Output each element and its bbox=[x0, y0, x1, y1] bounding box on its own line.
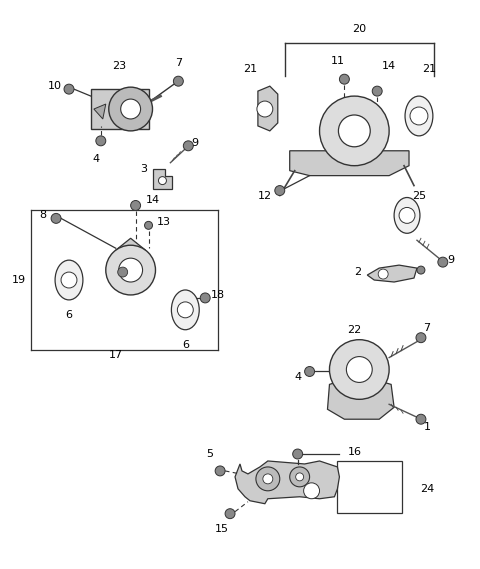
Ellipse shape bbox=[171, 290, 199, 330]
Circle shape bbox=[120, 99, 141, 119]
Circle shape bbox=[305, 366, 314, 377]
Circle shape bbox=[178, 302, 193, 318]
Text: 7: 7 bbox=[175, 58, 182, 68]
Text: 14: 14 bbox=[145, 196, 159, 205]
Text: 13: 13 bbox=[156, 217, 170, 228]
Circle shape bbox=[372, 86, 382, 96]
Circle shape bbox=[131, 200, 141, 211]
Text: 4: 4 bbox=[294, 373, 301, 382]
Circle shape bbox=[339, 74, 349, 84]
Circle shape bbox=[329, 340, 389, 399]
Circle shape bbox=[417, 266, 425, 274]
Text: 10: 10 bbox=[48, 81, 62, 91]
Text: 21: 21 bbox=[422, 64, 436, 74]
Circle shape bbox=[256, 467, 280, 491]
Text: 3: 3 bbox=[140, 164, 147, 174]
Circle shape bbox=[257, 101, 273, 117]
Text: 25: 25 bbox=[412, 191, 426, 200]
Circle shape bbox=[225, 509, 235, 518]
Text: 21: 21 bbox=[243, 64, 257, 74]
Ellipse shape bbox=[55, 260, 83, 300]
Polygon shape bbox=[290, 151, 409, 176]
Circle shape bbox=[183, 141, 193, 151]
Text: 24: 24 bbox=[420, 484, 434, 494]
Polygon shape bbox=[327, 380, 394, 419]
Text: 6: 6 bbox=[65, 310, 72, 320]
Text: 18: 18 bbox=[211, 290, 225, 300]
Text: 16: 16 bbox=[348, 447, 361, 457]
Text: 2: 2 bbox=[354, 267, 361, 277]
Circle shape bbox=[410, 107, 428, 125]
Bar bbox=[337, 461, 402, 513]
Text: 9: 9 bbox=[447, 255, 455, 265]
Circle shape bbox=[438, 257, 448, 267]
Circle shape bbox=[320, 96, 389, 166]
Ellipse shape bbox=[394, 197, 420, 233]
Circle shape bbox=[158, 176, 167, 184]
Circle shape bbox=[144, 221, 153, 229]
Circle shape bbox=[96, 136, 106, 146]
Polygon shape bbox=[94, 104, 106, 119]
Circle shape bbox=[263, 474, 273, 484]
Polygon shape bbox=[91, 89, 148, 129]
Polygon shape bbox=[235, 461, 339, 504]
Circle shape bbox=[275, 185, 285, 196]
Circle shape bbox=[416, 414, 426, 424]
Circle shape bbox=[64, 84, 74, 94]
Circle shape bbox=[293, 449, 302, 459]
Text: 6: 6 bbox=[182, 340, 189, 349]
Text: 4: 4 bbox=[92, 154, 99, 164]
Text: 8: 8 bbox=[39, 211, 47, 220]
Text: 1: 1 bbox=[423, 422, 431, 432]
Circle shape bbox=[416, 333, 426, 343]
Text: 15: 15 bbox=[215, 523, 229, 534]
Text: 23: 23 bbox=[112, 61, 126, 71]
Circle shape bbox=[106, 245, 156, 295]
Circle shape bbox=[215, 466, 225, 476]
Circle shape bbox=[338, 115, 370, 147]
Polygon shape bbox=[367, 265, 417, 282]
Text: 19: 19 bbox=[12, 275, 26, 285]
Polygon shape bbox=[153, 168, 172, 188]
Circle shape bbox=[118, 267, 128, 277]
Text: 7: 7 bbox=[423, 323, 431, 333]
Circle shape bbox=[399, 208, 415, 224]
Circle shape bbox=[304, 483, 320, 499]
Polygon shape bbox=[116, 238, 145, 262]
Text: 17: 17 bbox=[108, 349, 123, 360]
Text: 5: 5 bbox=[207, 449, 214, 459]
Text: 11: 11 bbox=[330, 56, 345, 67]
Circle shape bbox=[200, 293, 210, 303]
Circle shape bbox=[173, 76, 183, 86]
Text: 9: 9 bbox=[192, 138, 199, 148]
Circle shape bbox=[119, 258, 143, 282]
Text: 12: 12 bbox=[258, 191, 272, 200]
Ellipse shape bbox=[405, 96, 433, 136]
Text: 14: 14 bbox=[382, 61, 396, 71]
Text: 22: 22 bbox=[347, 325, 361, 335]
Circle shape bbox=[378, 269, 388, 279]
Circle shape bbox=[347, 357, 372, 382]
Circle shape bbox=[290, 467, 310, 487]
Text: 20: 20 bbox=[352, 24, 366, 35]
Circle shape bbox=[296, 473, 304, 481]
Polygon shape bbox=[258, 86, 278, 131]
Circle shape bbox=[109, 87, 153, 131]
Circle shape bbox=[61, 272, 77, 288]
Circle shape bbox=[51, 213, 61, 224]
